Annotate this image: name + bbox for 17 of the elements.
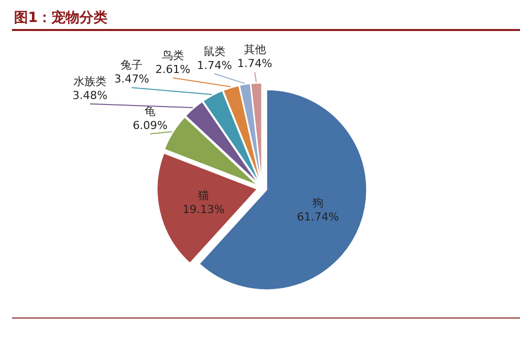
data-label: 61.74%: [296, 210, 339, 224]
data-label: 1.74%: [196, 58, 232, 72]
slice-label: 鸟类: [162, 48, 184, 62]
data-label: 19.13%: [182, 202, 225, 216]
slice-label: 鼠类: [203, 44, 226, 58]
data-label: 2.61%: [155, 62, 190, 76]
slice-label: 狗: [312, 196, 324, 210]
data-label: 1.74%: [237, 57, 272, 70]
slice-label: 龟: [144, 104, 156, 118]
slice-label: 兔子: [120, 58, 143, 72]
data-label: 6.09%: [132, 118, 168, 132]
slice-label: 猫: [198, 188, 210, 202]
data-label: 3.48%: [72, 88, 108, 102]
data-label: 3.47%: [114, 72, 150, 86]
slice-label: 水族类: [73, 74, 106, 88]
slice-label: 其他: [244, 43, 266, 56]
chart-title: 图1：宠物分类: [14, 9, 108, 26]
